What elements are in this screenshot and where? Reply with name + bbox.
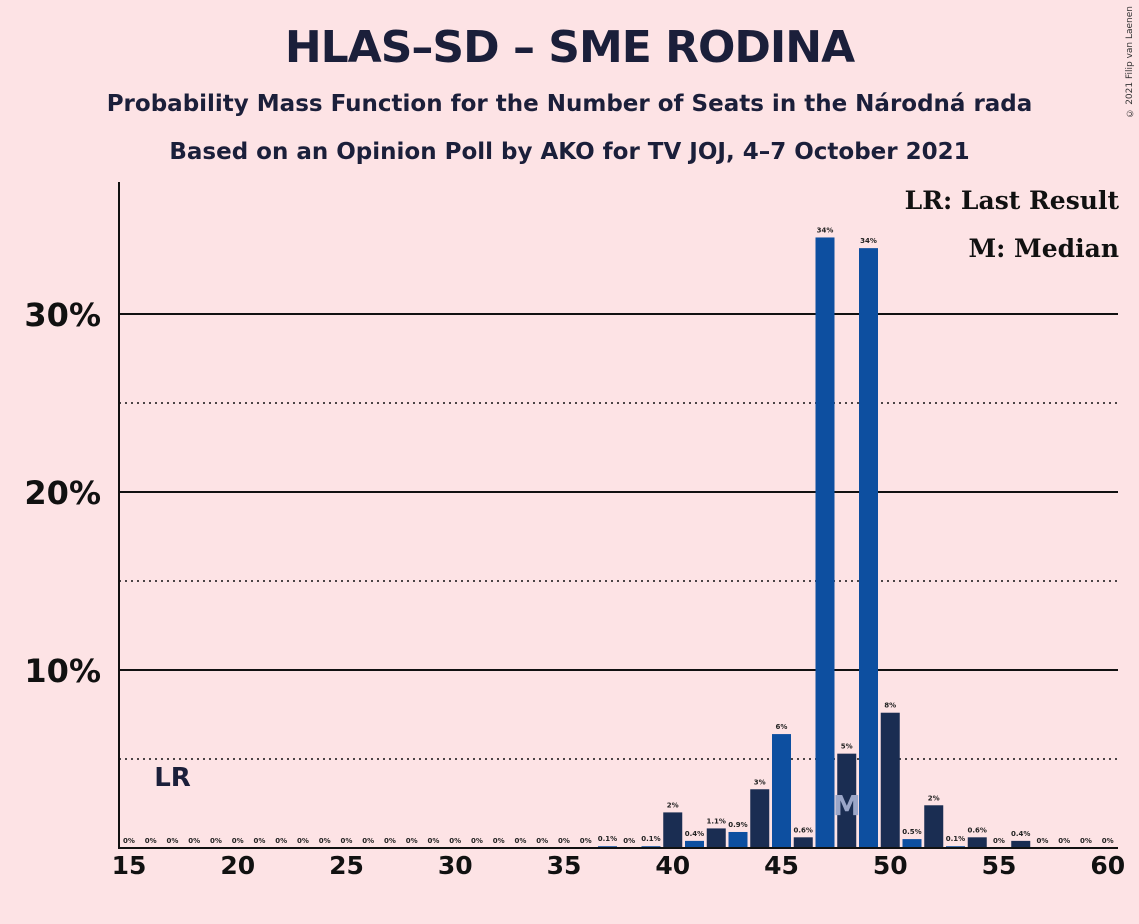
chart-subtitle: Probability Mass Function for the Number… — [106, 91, 1033, 117]
bar-label-seats-48: 5% — [841, 743, 853, 751]
x-tick-label: 25 — [329, 851, 364, 880]
bar-label-seats-25: 0% — [341, 837, 353, 845]
bar-label-seats-55: 0% — [993, 837, 1005, 845]
bar-seats-49 — [859, 248, 878, 848]
bar-seats-43 — [728, 831, 748, 848]
bar-label-seats-15: 0% — [123, 837, 135, 845]
chart-source: Based on an Opinion Poll by AKO for TV J… — [169, 139, 970, 165]
bar-label-seats-43: 0.9% — [728, 821, 747, 829]
bars — [598, 237, 1031, 848]
bar-label-seats-30: 0% — [449, 837, 461, 845]
bar-label-seats-33: 0% — [515, 837, 527, 845]
legend-last-result: LR: Last Result — [904, 186, 1119, 215]
x-tick-label: 20 — [220, 851, 255, 880]
bar-seats-40 — [663, 812, 683, 848]
legend-median: M: Median — [968, 234, 1119, 263]
bar-label-seats-37: 0.1% — [598, 835, 617, 843]
bar-label-seats-22: 0% — [275, 837, 287, 845]
chart-title: HLAS–SD – SME RODINA — [284, 22, 855, 73]
bar-label-seats-32: 0% — [493, 837, 505, 845]
x-tick-label: 40 — [655, 851, 690, 880]
bar-label-seats-41: 0.4% — [685, 830, 704, 838]
bar-label-seats-16: 0% — [145, 837, 157, 845]
bar-seats-44 — [750, 789, 770, 848]
bar-label-seats-36: 0% — [580, 837, 592, 845]
bar-label-seats-57: 0% — [1037, 837, 1049, 845]
x-tick-label: 50 — [873, 851, 908, 880]
bar-label-seats-31: 0% — [471, 837, 483, 845]
bar-label-seats-46: 0.6% — [794, 826, 813, 834]
bar-seats-51 — [902, 839, 922, 848]
bar-label-seats-38: 0% — [623, 837, 635, 845]
tick-labels: 10% 20% 30% 15 20 25 30 35 40 45 50 55 60 — [24, 296, 1125, 880]
bar-label-seats-17: 0% — [167, 837, 179, 845]
bar-seats-50 — [880, 712, 900, 848]
y-tick-label: 30% — [24, 296, 101, 334]
last-result-marker: LR — [154, 763, 191, 793]
bar-label-seats-59: 0% — [1080, 837, 1092, 845]
bar-seats-52 — [924, 805, 944, 848]
axes — [118, 182, 1118, 849]
bar-label-seats-50: 8% — [884, 702, 896, 710]
bar-label-seats-52: 2% — [928, 794, 940, 802]
bar-label-seats-58: 0% — [1058, 837, 1070, 845]
y-tick-label: 20% — [24, 474, 101, 512]
bar-seats-46 — [793, 837, 813, 848]
bar-label-seats-56: 0.4% — [1011, 830, 1030, 838]
bar-seats-41 — [685, 840, 704, 848]
bar-label-seats-51: 0.5% — [902, 828, 921, 836]
bar-seats-45 — [772, 734, 791, 848]
bar-seats-54 — [967, 837, 987, 848]
bar-label-seats-39: 0.1% — [641, 835, 660, 843]
bar-label-seats-44: 3% — [754, 778, 766, 786]
y-tick-label: 10% — [24, 652, 101, 690]
bar-label-seats-34: 0% — [536, 837, 548, 845]
x-tick-label: 55 — [982, 851, 1017, 880]
bar-label-seats-18: 0% — [188, 837, 200, 845]
x-tick-label: 60 — [1090, 851, 1125, 880]
bar-label-seats-49: 34% — [860, 237, 877, 245]
bar-label-seats-47: 34% — [817, 226, 834, 234]
median-marker: M — [833, 789, 861, 822]
bar-label-seats-45: 6% — [776, 723, 788, 731]
bar-label-seats-19: 0% — [210, 837, 222, 845]
bar-label-seats-53: 0.1% — [946, 835, 965, 843]
bar-seats-56 — [1011, 840, 1031, 848]
x-tick-label: 30 — [438, 851, 473, 880]
bar-label-seats-28: 0% — [406, 837, 418, 845]
x-tick-label: 45 — [764, 851, 799, 880]
bar-label-seats-29: 0% — [428, 837, 440, 845]
bar-label-seats-40: 2% — [667, 801, 679, 809]
bar-label-seats-42: 1.1% — [707, 817, 726, 825]
bar-label-seats-35: 0% — [558, 837, 570, 845]
bar-label-seats-60: 0% — [1102, 837, 1114, 845]
gridlines — [119, 313, 1118, 760]
bar-label-seats-26: 0% — [362, 837, 374, 845]
x-tick-label: 15 — [112, 851, 147, 880]
bar-seats-48 — [837, 753, 857, 848]
bar-seats-47 — [815, 237, 835, 848]
bar-seats-42 — [706, 828, 726, 848]
bar-label-seats-21: 0% — [254, 837, 266, 845]
bar-labels: 0% 0% 0% 0% 0% 0% 0% 0% 0% 0% 0% 0% 0% 0% 0% 0% 0% 0% 0% 0%… — [123, 226, 1114, 845]
bar-label-seats-27: 0% — [384, 837, 396, 845]
bar-label-seats-24: 0% — [319, 837, 331, 845]
x-tick-label: 35 — [547, 851, 582, 880]
bar-label-seats-23: 0% — [297, 837, 309, 845]
bar-label-seats-20: 0% — [232, 837, 244, 845]
bar-label-seats-54: 0.6% — [968, 826, 987, 834]
markers: LR M — [154, 763, 860, 822]
